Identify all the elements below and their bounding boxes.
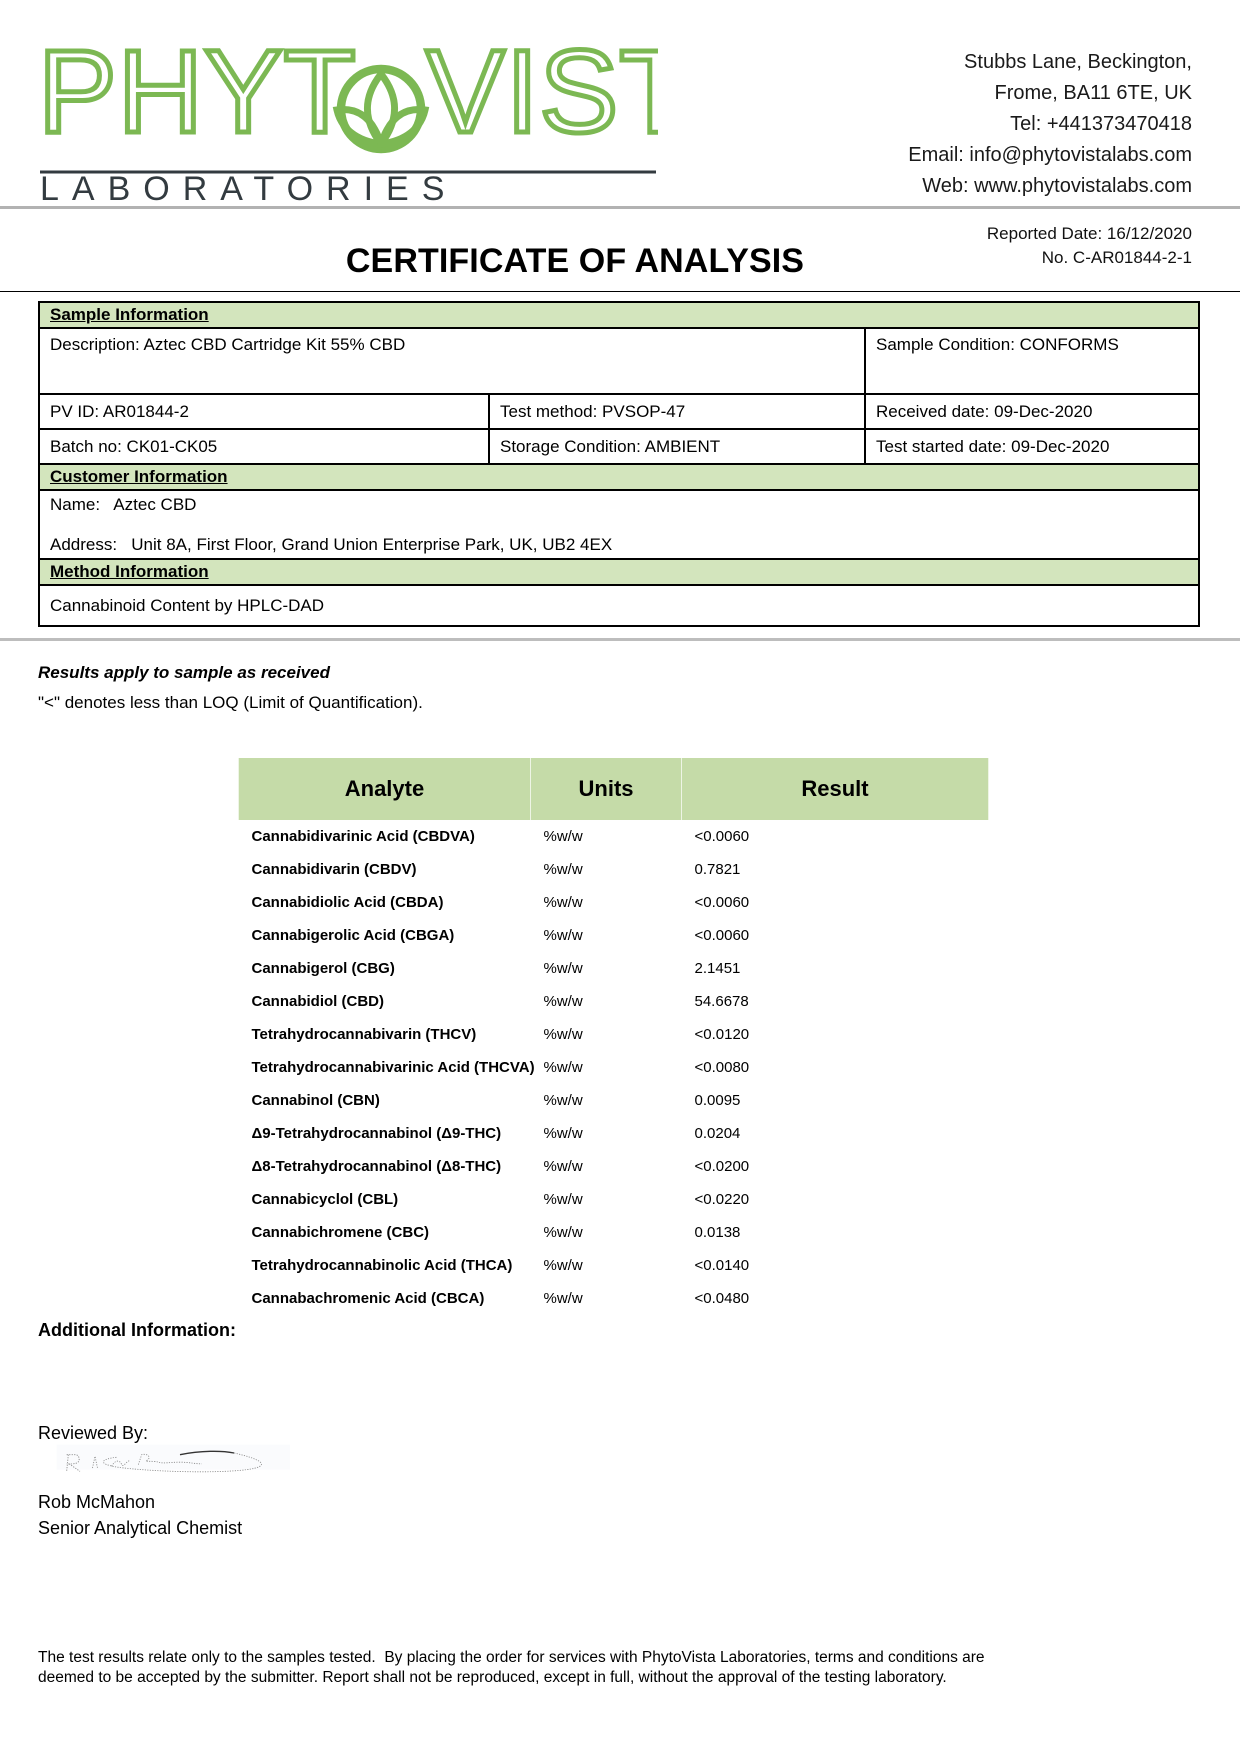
svg-text:LABORATORIES: LABORATORIES: [40, 170, 457, 205]
svg-text:PHYT: PHYT: [38, 40, 357, 158]
svg-text:VISTA: VISTA: [426, 40, 658, 158]
